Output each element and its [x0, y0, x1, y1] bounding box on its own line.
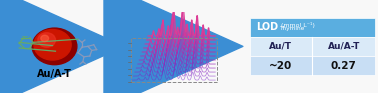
Bar	[249, 56, 375, 75]
Text: Thymine: Thymine	[279, 26, 304, 31]
Circle shape	[31, 27, 78, 66]
Text: (mmol L⁻¹): (mmol L⁻¹)	[279, 22, 315, 28]
Circle shape	[32, 28, 77, 65]
Bar	[131, 38, 217, 82]
Text: ~20: ~20	[270, 61, 293, 71]
Text: Au/T: Au/T	[270, 42, 293, 51]
Circle shape	[41, 35, 49, 42]
Circle shape	[34, 30, 71, 60]
Bar	[249, 37, 375, 56]
Text: LOD: LOD	[256, 22, 278, 32]
Bar	[249, 17, 375, 37]
Circle shape	[38, 33, 56, 47]
Text: 0.27: 0.27	[331, 61, 356, 71]
Text: Au/A-T: Au/A-T	[37, 69, 72, 79]
Text: Au/A-T: Au/A-T	[327, 42, 360, 51]
